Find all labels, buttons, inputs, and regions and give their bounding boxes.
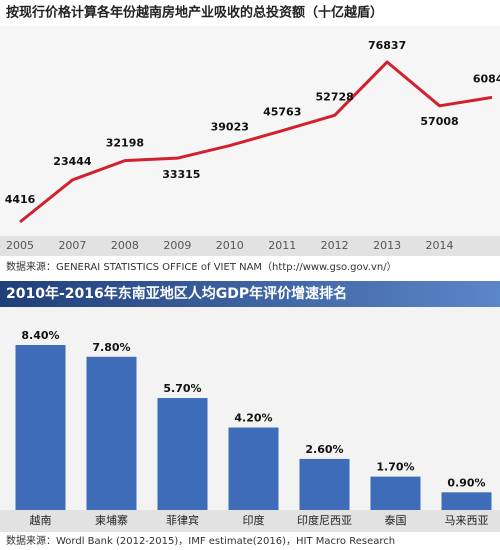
data-label: 8.40% (21, 329, 59, 342)
chart-title: 2010年-2016年东南亚地区人均GDP年评价增速排名 (6, 285, 347, 302)
bar (299, 458, 350, 510)
data-label: 60841 (473, 72, 500, 85)
x-tick-label: 菲律宾 (166, 513, 199, 527)
bar (441, 492, 492, 510)
bar (228, 427, 279, 510)
data-label: 23444 (53, 155, 92, 168)
data-label: 33315 (162, 168, 200, 181)
line (19, 60, 493, 224)
x-tick-label: 印度尼西亚 (297, 513, 352, 527)
plot-area (0, 26, 500, 236)
data-label: 52728 (316, 90, 354, 103)
data-label: 45763 (263, 106, 301, 119)
data-label: 4.20% (234, 412, 272, 425)
x-tick-label: 2010 (216, 239, 244, 252)
x-tick-label: 2013 (373, 239, 401, 252)
x-tick-label: 2014 (426, 239, 454, 252)
data-label: 57008 (420, 115, 458, 128)
x-tick-label: 2007 (58, 239, 86, 252)
data-label: 7.80% (92, 341, 130, 354)
banner (0, 281, 500, 307)
data-label: 0.90% (447, 476, 485, 489)
x-tick-label: 2008 (111, 239, 139, 252)
source: 数据来源：Wordl Bank (2012-2015)，IMF estimate… (6, 534, 395, 547)
axis-band (0, 510, 500, 532)
x-tick-label: 2012 (321, 239, 349, 252)
bar (86, 356, 137, 510)
data-label: 5.70% (163, 382, 201, 395)
data-label: 39023 (211, 121, 249, 134)
bar (370, 476, 421, 510)
x-tick-label: 柬埔寨 (95, 513, 128, 527)
bar (15, 345, 66, 510)
x-tick-label: 2011 (268, 239, 296, 252)
data-label: 76837 (368, 39, 406, 52)
data-label: 1.70% (376, 461, 414, 474)
x-tick-label: 2009 (163, 239, 191, 252)
x-tick-label: 马来西亚 (445, 514, 489, 527)
chart-title: 按现行价格计算各年份越南房地产业吸收的总投资额（十亿越盾） (6, 5, 383, 21)
bar (157, 398, 208, 510)
x-tick-label: 越南 (30, 513, 52, 527)
x-tick-label: 2005 (6, 239, 34, 252)
x-tick-label: 印度 (243, 513, 265, 527)
axis-band (0, 236, 500, 256)
x-tick-label: 泰国 (385, 513, 407, 527)
data-label: 2.60% (305, 443, 343, 456)
data-label: 32198 (106, 137, 144, 150)
source: 数据来源：GENERAI STATISTICS OFFICE of VIET N… (6, 260, 397, 273)
data-label: 4416 (5, 193, 36, 206)
